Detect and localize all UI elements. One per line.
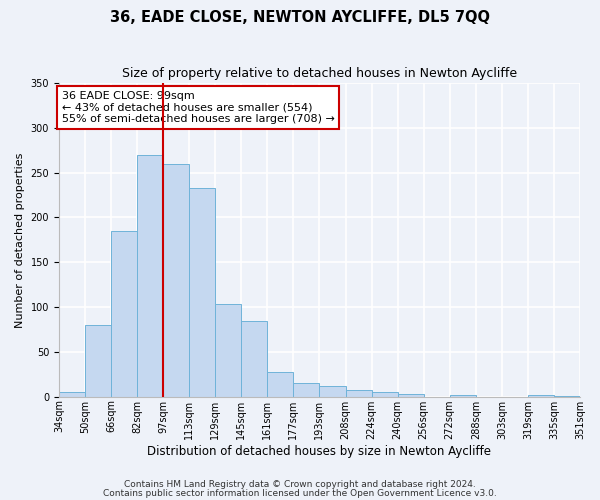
Text: 36, EADE CLOSE, NEWTON AYCLIFFE, DL5 7QQ: 36, EADE CLOSE, NEWTON AYCLIFFE, DL5 7QQ — [110, 10, 490, 25]
Text: 36 EADE CLOSE: 99sqm
← 43% of detached houses are smaller (554)
55% of semi-deta: 36 EADE CLOSE: 99sqm ← 43% of detached h… — [62, 91, 334, 124]
Bar — [111, 231, 137, 396]
Bar — [450, 395, 476, 396]
Title: Size of property relative to detached houses in Newton Aycliffe: Size of property relative to detached ho… — [122, 68, 517, 80]
Bar — [293, 383, 319, 396]
Text: Contains HM Land Registry data © Crown copyright and database right 2024.: Contains HM Land Registry data © Crown c… — [124, 480, 476, 489]
Text: Contains public sector information licensed under the Open Government Licence v3: Contains public sector information licen… — [103, 489, 497, 498]
Bar — [85, 325, 111, 396]
Bar — [319, 386, 346, 396]
Bar — [346, 390, 371, 396]
Bar — [241, 320, 268, 396]
Bar — [189, 188, 215, 396]
Bar — [59, 392, 85, 396]
X-axis label: Distribution of detached houses by size in Newton Aycliffe: Distribution of detached houses by size … — [148, 444, 491, 458]
Y-axis label: Number of detached properties: Number of detached properties — [15, 152, 25, 328]
Bar — [398, 394, 424, 396]
Bar — [163, 164, 189, 396]
Bar — [528, 395, 554, 396]
Bar — [215, 304, 241, 396]
Bar — [137, 154, 163, 396]
Bar — [268, 372, 293, 396]
Bar — [371, 392, 398, 396]
